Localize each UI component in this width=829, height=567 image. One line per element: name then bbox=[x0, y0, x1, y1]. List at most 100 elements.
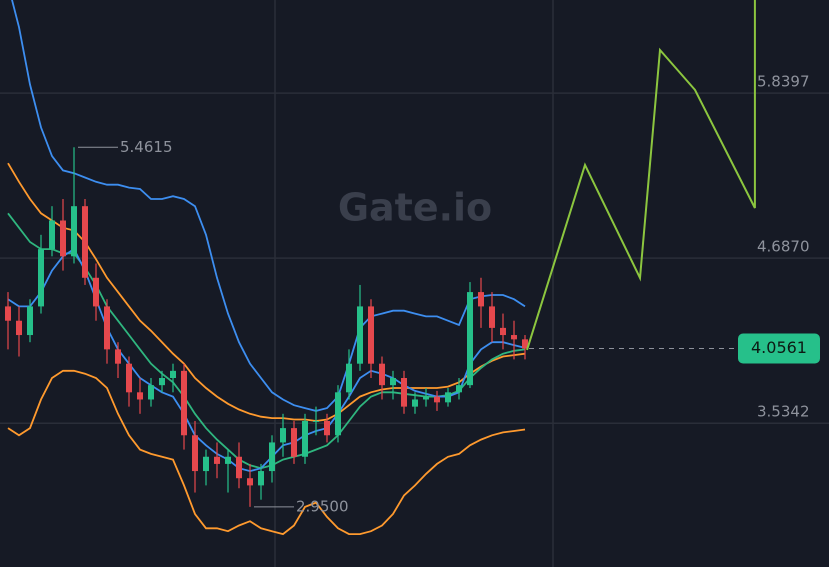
candle-body bbox=[346, 363, 352, 393]
candle-body bbox=[313, 420, 319, 422]
candle-body bbox=[192, 435, 198, 472]
indicator-line bbox=[7, 369, 526, 536]
candle bbox=[159, 370, 165, 393]
candle bbox=[60, 199, 66, 271]
candle bbox=[38, 234, 44, 314]
candle bbox=[368, 299, 374, 378]
candle-body bbox=[82, 206, 88, 278]
current-price-box bbox=[738, 333, 820, 364]
candle-body bbox=[5, 306, 11, 321]
candle-body bbox=[379, 363, 385, 386]
y-tick-label: 5.8397 bbox=[757, 73, 810, 91]
candle-body bbox=[214, 456, 220, 464]
candle-body bbox=[280, 428, 286, 443]
candle-body bbox=[181, 370, 187, 436]
candle bbox=[170, 363, 176, 393]
candle bbox=[379, 356, 385, 400]
candle-body bbox=[203, 456, 209, 472]
candle bbox=[214, 442, 220, 479]
candle-body bbox=[269, 442, 275, 472]
indicator-line bbox=[11, 0, 526, 412]
candle-body bbox=[357, 306, 363, 364]
candle bbox=[313, 406, 319, 436]
candle-body bbox=[423, 396, 429, 400]
candle bbox=[192, 420, 198, 493]
indicator-line bbox=[7, 162, 526, 422]
candle bbox=[258, 463, 264, 500]
candle bbox=[126, 356, 132, 407]
candle-body bbox=[16, 320, 22, 336]
candle bbox=[247, 463, 253, 507]
candle-body bbox=[478, 292, 484, 307]
candle-body bbox=[236, 456, 242, 479]
current-price-label: 4.0561 bbox=[751, 338, 807, 357]
candle bbox=[511, 320, 517, 360]
candle bbox=[434, 390, 440, 411]
candle-body bbox=[225, 456, 231, 464]
candle bbox=[456, 378, 462, 400]
candle bbox=[346, 349, 352, 400]
annotation-label: 5.4615 bbox=[120, 138, 173, 156]
forecast-line bbox=[526, 0, 756, 351]
candle-body bbox=[324, 420, 330, 436]
candle bbox=[522, 335, 528, 360]
candle-body bbox=[27, 306, 33, 336]
candle bbox=[225, 449, 231, 493]
candle-body bbox=[126, 363, 132, 393]
candle bbox=[357, 284, 363, 371]
candle bbox=[302, 413, 308, 464]
candle-body bbox=[71, 206, 77, 257]
candle-body bbox=[115, 349, 121, 364]
candle bbox=[71, 147, 77, 264]
y-tick-label: 4.6870 bbox=[757, 238, 810, 256]
candle bbox=[137, 378, 143, 414]
candle bbox=[104, 299, 110, 364]
candle-body bbox=[104, 306, 110, 350]
candle-body bbox=[500, 327, 506, 336]
candle-body bbox=[291, 428, 297, 457]
candle-body bbox=[467, 292, 473, 386]
candle bbox=[27, 299, 33, 343]
candle-body bbox=[335, 392, 341, 436]
candle bbox=[115, 342, 121, 378]
candle bbox=[500, 313, 506, 350]
candle bbox=[236, 442, 242, 489]
candle-body bbox=[93, 277, 99, 307]
candle-body bbox=[60, 220, 66, 257]
candle-body bbox=[49, 220, 55, 250]
candle-body bbox=[434, 396, 440, 403]
candle-body bbox=[456, 385, 462, 393]
candle bbox=[203, 449, 209, 486]
candle-body bbox=[137, 392, 143, 400]
annotation-label: 2.9500 bbox=[296, 497, 349, 515]
candle bbox=[412, 392, 418, 414]
candle-body bbox=[148, 385, 154, 400]
candle bbox=[82, 199, 88, 285]
candle bbox=[478, 277, 484, 328]
candle-body bbox=[522, 339, 528, 349]
candle-body bbox=[412, 399, 418, 407]
candle bbox=[445, 388, 451, 407]
candle-body bbox=[368, 306, 374, 364]
candle bbox=[93, 263, 99, 321]
candle-body bbox=[401, 378, 407, 407]
candle bbox=[335, 385, 341, 443]
candle-body bbox=[170, 370, 176, 378]
candle-body bbox=[445, 392, 451, 403]
candle-body bbox=[489, 306, 495, 328]
candle bbox=[390, 370, 396, 400]
candle-body bbox=[247, 478, 253, 486]
candle-body bbox=[38, 249, 44, 307]
candle bbox=[269, 435, 275, 483]
candle-body bbox=[302, 420, 308, 457]
y-tick-label: 3.5342 bbox=[757, 403, 810, 421]
candle bbox=[148, 378, 154, 407]
candle bbox=[489, 292, 495, 343]
candle bbox=[280, 413, 286, 457]
candle bbox=[401, 370, 407, 414]
candle bbox=[467, 282, 473, 389]
candle-body bbox=[258, 471, 264, 486]
candle bbox=[423, 388, 429, 407]
